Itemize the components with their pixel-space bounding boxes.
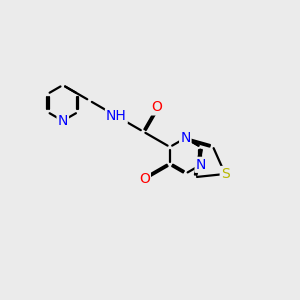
Text: NH: NH <box>106 109 127 123</box>
Text: O: O <box>139 172 150 187</box>
Text: N: N <box>196 158 206 172</box>
Text: O: O <box>152 100 163 114</box>
Text: N: N <box>58 114 68 128</box>
Text: S: S <box>221 167 230 181</box>
Text: N: N <box>180 131 190 145</box>
